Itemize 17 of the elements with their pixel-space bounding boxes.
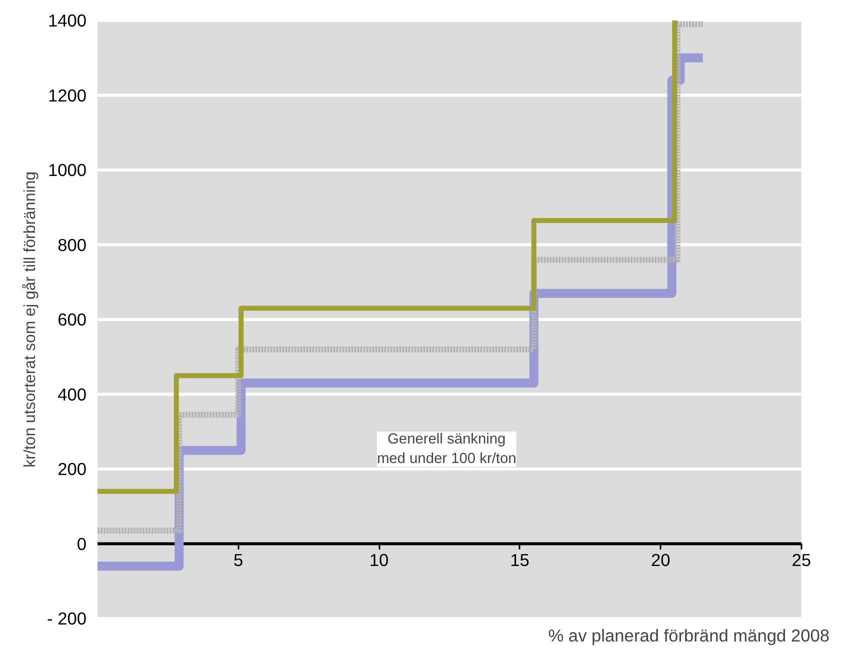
y-tick-label: 600 [58,310,87,330]
y-tick-label: 800 [58,234,87,255]
x-tick-label: 20 [650,550,670,570]
y-tick-label: 0 [76,534,87,554]
y-tick-label: - 200 [47,608,87,628]
y-tick-label: 400 [58,384,87,404]
x-tick-label: 10 [369,550,389,570]
y-axis-title: kr/ton utsorterat som ej går till förbränning [22,171,40,468]
y-tick-label: 200 [58,459,87,479]
x-tick-label: 5 [233,550,244,570]
x-tick-label: 15 [510,550,530,570]
annotation: Generell sänkning med under 100 kr/ton [376,432,516,467]
x-tick-label: 25 [792,550,811,570]
y-tick-label: 1400 [48,10,87,30]
x-axis-title: % av planerad förbränd mängd 2008 [548,626,830,646]
y-tick-label: 1200 [48,85,87,106]
y-tick-label: 1000 [48,160,87,180]
